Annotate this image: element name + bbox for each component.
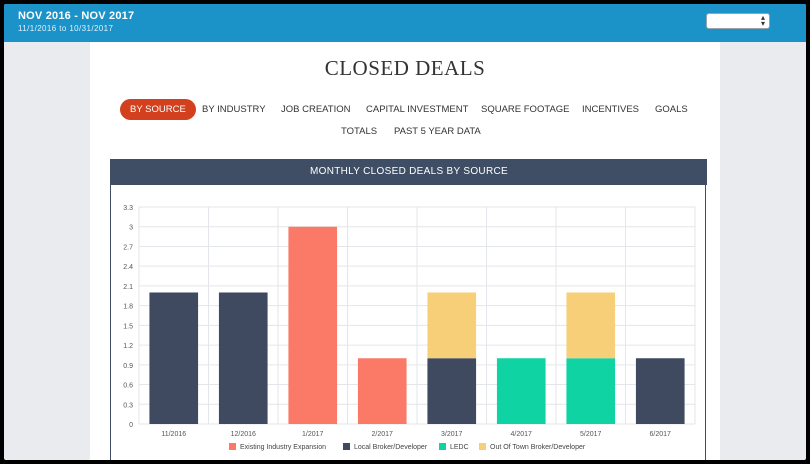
y-tick-label: 0.6	[123, 383, 133, 390]
tab-by-industry[interactable]: BY INDUSTRY	[202, 104, 266, 115]
bar-segment	[218, 292, 268, 424]
tab-by-source[interactable]: BY SOURCE	[120, 99, 196, 120]
top-bar: NOV 2016 - NOV 2017 11/1/2016 to 10/31/2…	[4, 4, 806, 42]
bar-segment	[427, 358, 477, 424]
bar-segment	[496, 358, 546, 424]
legend-label: LEDC	[450, 444, 469, 451]
bar-segment	[149, 292, 199, 424]
x-tick-label: 11/2016	[161, 431, 186, 438]
bar-segment	[427, 292, 477, 359]
chart-card: MONTHLY CLOSED DEALS BY SOURCE 0 0.3 0.6 0.…	[110, 159, 707, 460]
legend-swatch	[479, 443, 486, 450]
y-tick-label: 2.4	[123, 264, 133, 271]
legend-swatch	[229, 443, 236, 450]
y-tick-label: 0.3	[123, 402, 133, 409]
tab-job-creation[interactable]: JOB CREATION	[281, 104, 351, 115]
date-range-subtitle: 11/1/2016 to 10/31/2017	[18, 24, 114, 33]
tab-goals[interactable]: GOALS	[655, 104, 688, 115]
bar-segment	[357, 358, 407, 424]
legend-label: Out Of Town Broker/Developer	[490, 444, 586, 451]
tab-incentives[interactable]: INCENTIVES	[582, 104, 640, 115]
app-window: NOV 2016 - NOV 2017 11/1/2016 to 10/31/2…	[4, 4, 806, 460]
x-tick-label: 4/2017	[511, 431, 533, 438]
bar-segment	[288, 226, 338, 424]
chart-title: MONTHLY CLOSED DEALS BY SOURCE	[111, 159, 707, 185]
y-tick-label: 2.1	[123, 284, 133, 291]
legend-label: Existing Industry Expansion	[240, 444, 326, 451]
select-arrows-icon: ▴ ▾	[760, 13, 765, 28]
y-tick-label: 2.7	[123, 244, 133, 251]
tab-capital-investment[interactable]: CAPITAL INVESTMENT	[366, 104, 469, 115]
bar-segment	[635, 358, 685, 424]
y-tick-label: 0	[129, 422, 133, 429]
y-tick-label: 0.9	[123, 363, 133, 370]
date-range-title: NOV 2016 - NOV 2017	[18, 10, 135, 22]
tab-past-5-year-data[interactable]: PAST 5 YEAR DATA	[394, 126, 481, 137]
bar-segment	[566, 358, 616, 424]
bar-segment	[566, 292, 616, 359]
main-panel: CLOSED DEALS BY SOURCE BY INDUSTRY JOB C…	[90, 42, 720, 460]
period-select[interactable]: ▴ ▾	[706, 13, 770, 29]
y-tick-label: 1.8	[123, 304, 133, 311]
y-tick-label: 1.5	[123, 323, 133, 330]
tab-totals[interactable]: TOTALS	[341, 126, 378, 137]
x-tick-label: 2/2017	[372, 431, 394, 438]
y-tick-label: 1.2	[123, 343, 133, 350]
bar-chart: 0 0.3 0.6 0.9 1.2 1.5 1.8 2.1 2.4 2.7 3 3.3 11/2016 1…	[123, 205, 696, 451]
x-tick-label: 5/2017	[580, 431, 602, 438]
tab-square-footage[interactable]: SQUARE FOOTAGE	[481, 104, 570, 115]
x-tick-label: 12/2016	[231, 431, 256, 438]
y-tick-label: 3.3	[123, 205, 133, 212]
legend-swatch	[439, 443, 446, 450]
legend-label: Local Broker/Developer	[354, 444, 428, 451]
x-tick-label: 1/2017	[302, 431, 324, 438]
y-tick-label: 3	[129, 225, 133, 232]
x-tick-label: 6/2017	[650, 431, 672, 438]
legend-swatch	[343, 443, 350, 450]
x-tick-label: 3/2017	[441, 431, 463, 438]
page-title: CLOSED DEALS	[324, 56, 486, 80]
